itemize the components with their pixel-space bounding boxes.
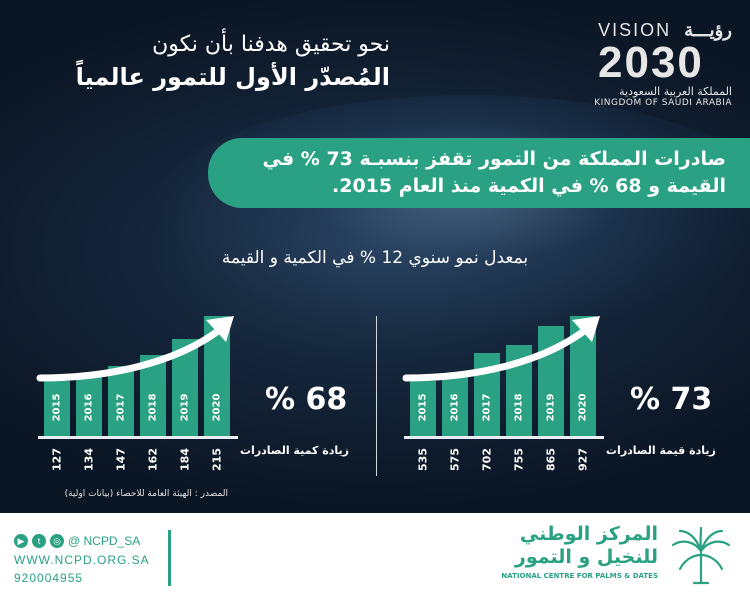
bar-2016: 2016 xyxy=(76,375,102,436)
chart-baseline xyxy=(38,436,238,439)
vision-word-ar: رؤيـــة xyxy=(684,20,732,40)
bar-2016: 2016 xyxy=(442,374,468,436)
bar-year-label: 2018 xyxy=(147,393,159,422)
increase-label: زيادة قيمة الصادرات xyxy=(606,444,716,457)
ncpd-name-ar-line1: المركز الوطني xyxy=(519,523,658,545)
increase-label: زيادة كمية الصادرات xyxy=(240,444,349,457)
instagram-icon[interactable]: ◎ xyxy=(50,534,64,548)
palm-logo-icon xyxy=(671,527,731,585)
growth-subtitle: بمعدل نمو سنوي 12 % في الكمية و القيمة xyxy=(221,248,529,268)
website-link[interactable]: WWW.NCPD.ORG.SA xyxy=(14,553,150,567)
vision-kingdom-en: KINGDOM OF SAUDI ARABIA xyxy=(594,98,732,108)
bar-value-label: 865 xyxy=(544,448,558,471)
footer-divider xyxy=(168,530,171,586)
bar-value-label: 215 xyxy=(210,448,224,471)
bar-2015: 2015 xyxy=(44,381,70,436)
bar-year-label: 2017 xyxy=(481,393,493,422)
bar-2017: 2017 xyxy=(108,366,134,436)
bar-year-label: 2015 xyxy=(417,393,429,422)
bar-value-label: 575 xyxy=(448,448,462,471)
bar-value-label: 535 xyxy=(416,448,430,471)
vision-word-en: VISION xyxy=(598,20,672,40)
bar-2018: 2018 xyxy=(140,355,166,436)
chart-baseline xyxy=(404,436,604,439)
youtube-icon[interactable]: ▶ xyxy=(14,534,28,548)
vision-wordmark: VISION رؤيـــة xyxy=(592,20,732,41)
headline-banner: صادرات المملكة من التمور تقفز بنسبـة 73 … xyxy=(208,138,750,208)
chart-divider xyxy=(376,316,377,476)
banner-text: صادرات المملكة من التمور تقفز بنسبـة 73 … xyxy=(262,148,726,197)
phone-number: 920004955 xyxy=(14,571,84,585)
ncpd-name-ar-line2: للنخيل و التمور xyxy=(514,546,658,568)
vision-2030-logo: VISION رؤيـــة 2030 المملكة العربية السع… xyxy=(592,20,732,108)
headline-line1: نحو تحقيق هدفنا بأن نكون xyxy=(152,32,390,57)
growth-arrow-icon xyxy=(402,316,600,382)
vision-kingdom-ar: المملكة العربية السعودية xyxy=(619,85,732,98)
headline: نحو تحقيق هدفنا بأن نكون المُصدّر الأول … xyxy=(30,30,390,94)
bar-value-label: 755 xyxy=(512,448,526,471)
bar-year-label: 2015 xyxy=(51,393,63,422)
bar-year-label: 2018 xyxy=(513,393,525,422)
bar-year-label: 2017 xyxy=(115,393,127,422)
twitter-icon[interactable]: t xyxy=(32,534,46,548)
ncpd-name-ar: المركز الوطني للنخيل و التمور xyxy=(438,523,658,569)
bar-value-label: 702 xyxy=(480,448,494,471)
headline-line2: المُصدّر الأول للتمور عالمياً xyxy=(75,63,390,91)
bar-value-label: 127 xyxy=(50,448,64,471)
bar-year-label: 2019 xyxy=(545,393,557,422)
footer xyxy=(0,513,750,600)
growth-arrow-icon xyxy=(36,316,234,382)
increase-percent: % 68 xyxy=(265,382,348,417)
ncpd-name-en: NATIONAL CENTRE FOR PALMS & DATES xyxy=(501,572,658,580)
bar-value-label: 927 xyxy=(576,448,590,471)
bar-year-label: 2016 xyxy=(83,393,95,422)
earth-glow xyxy=(150,95,750,335)
source-note: المصدر : الهيئة العامة للاحصاء (بيانات ا… xyxy=(64,489,228,499)
increase-percent: % 73 xyxy=(630,382,713,417)
handle-text[interactable]: @ NCPD_SA xyxy=(68,534,141,548)
bar-value-label: 134 xyxy=(82,448,96,471)
social-handle: ▶ t ◎ @ NCPD_SA xyxy=(14,534,140,548)
bar-year-label: 2020 xyxy=(577,393,589,422)
bar-year-label: 2020 xyxy=(211,393,223,422)
bar-value-label: 162 xyxy=(146,448,160,471)
bar-year-label: 2019 xyxy=(179,393,191,422)
bar-year-label: 2016 xyxy=(449,393,461,422)
bar-value-label: 147 xyxy=(114,448,128,471)
vision-year: 2030 xyxy=(598,38,704,87)
bar-value-label: 184 xyxy=(178,448,192,471)
bar-2015: 2015 xyxy=(410,381,436,436)
